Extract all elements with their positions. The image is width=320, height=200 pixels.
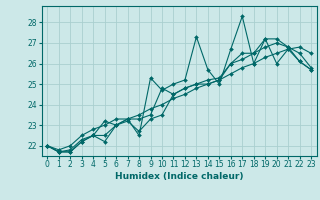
X-axis label: Humidex (Indice chaleur): Humidex (Indice chaleur) (115, 172, 244, 181)
